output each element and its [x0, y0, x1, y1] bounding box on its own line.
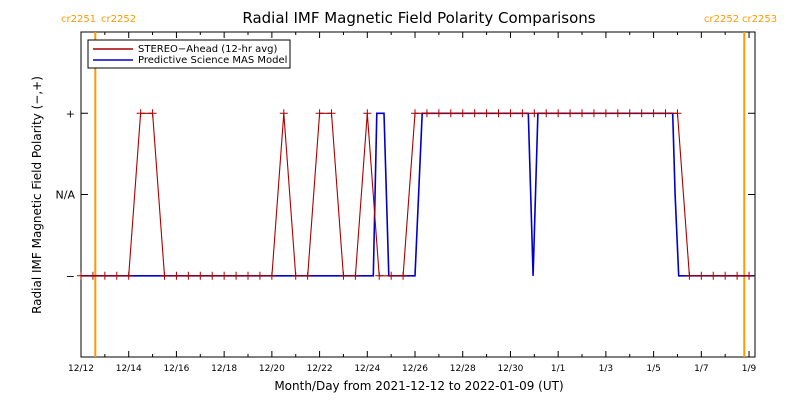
data-point-marker [351, 271, 360, 280]
data-point-marker [148, 109, 157, 118]
cr-label-2-left: cr2252 [704, 14, 739, 25]
data-point-marker [637, 109, 646, 118]
x-tick-label: 12/30 [497, 364, 523, 374]
data-point-marker [112, 271, 121, 280]
y-tick-label: N/A [56, 189, 76, 202]
data-point-marker [601, 109, 610, 118]
data-point-marker [387, 271, 396, 280]
data-point-marker [184, 271, 193, 280]
data-point-marker [458, 109, 467, 118]
data-point-marker [100, 271, 109, 280]
carrington-lines [94, 32, 746, 357]
data-point-marker [649, 109, 658, 118]
data-point-marker [363, 109, 372, 118]
data-point-marker [745, 271, 754, 280]
data-point-marker [77, 271, 85, 280]
data-point-marker [208, 271, 217, 280]
x-tick-label: 1/5 [646, 364, 660, 374]
data-point-marker [279, 109, 288, 118]
data-point-marker [494, 109, 503, 118]
y-axis-label: Radial IMF Magnetic Field Polarity (−,+) [30, 76, 44, 314]
data-point-marker [673, 109, 682, 118]
data-point-marker [434, 109, 443, 118]
series-line-stereo [81, 112, 749, 277]
data-point-marker [482, 109, 491, 118]
legend-label-stereo: STEREO−Ahead (12-hr avg) [138, 44, 278, 55]
data-point-marker [315, 109, 324, 118]
cr-label-2-right: cr2253 [742, 14, 777, 25]
data-point-marker [506, 109, 515, 118]
data-point-marker [625, 109, 634, 118]
data-point-marker [375, 271, 384, 280]
data-point-marker [399, 271, 408, 280]
x-tick-label: 12/12 [68, 364, 94, 374]
y-axis-ticks: + N/A − [56, 107, 755, 283]
data-point-marker [709, 271, 718, 280]
y-tick-label: + [66, 107, 75, 120]
legend-box [87, 39, 291, 69]
data-point-marker [411, 109, 420, 118]
x-tick-label: 12/26 [402, 364, 428, 374]
data-point-marker [303, 271, 312, 280]
series-layer [77, 109, 754, 280]
y-tick-label: − [66, 270, 75, 283]
data-point-marker [554, 109, 563, 118]
data-point-marker [733, 271, 742, 280]
data-point-marker [339, 271, 348, 280]
data-point-marker [160, 271, 169, 280]
x-tick-label: 12/14 [116, 364, 142, 374]
chart-title: Radial IMF Magnetic Field Polarity Compa… [242, 9, 595, 27]
x-tick-label: 12/24 [354, 364, 380, 374]
x-tick-label: 1/1 [551, 364, 565, 374]
data-point-marker [613, 109, 622, 118]
series-line-model [81, 112, 754, 277]
data-point-marker [136, 109, 145, 118]
data-point-marker [124, 271, 133, 280]
data-point-marker [244, 271, 253, 280]
data-point-marker [232, 271, 241, 280]
data-point-marker [661, 109, 670, 118]
data-point-marker [542, 109, 551, 118]
data-point-marker [172, 271, 181, 280]
data-point-marker [578, 109, 587, 118]
cr-label-1-left: cr2251 [61, 14, 96, 25]
x-axis-ticks: 12/12 12/14 12/16 12/18 12/20 12/22 12/24 12/26… [68, 32, 757, 374]
x-tick-label: 12/18 [211, 364, 237, 374]
x-tick-label: 12/16 [163, 364, 189, 374]
data-point-marker [267, 271, 276, 280]
data-point-marker [196, 271, 205, 280]
x-tick-label: 1/9 [742, 364, 757, 374]
data-point-marker [470, 109, 479, 118]
data-point-marker [291, 271, 300, 280]
legend: STEREO−Ahead (12-hr avg) Predictive Scie… [87, 39, 291, 69]
data-point-marker [721, 271, 730, 280]
x-tick-label: 1/7 [694, 364, 708, 374]
x-tick-label: 12/20 [259, 364, 285, 374]
data-point-marker [697, 271, 706, 280]
data-point-marker [88, 271, 97, 280]
cr-label-1-right: cr2252 [101, 14, 136, 25]
data-point-marker [446, 109, 455, 118]
x-tick-label: 12/28 [450, 364, 476, 374]
data-point-marker [685, 271, 694, 280]
legend-label-model: Predictive Science MAS Model [138, 55, 287, 66]
data-point-marker [327, 109, 336, 118]
x-axis-label: Month/Day from 2021-12-12 to 2022-01-09 … [274, 379, 563, 393]
data-point-marker [530, 109, 539, 118]
data-point-marker [422, 109, 431, 118]
data-point-marker [566, 109, 575, 118]
cr-label-group: cr2251 cr2252 cr2252 cr2253 [61, 14, 777, 25]
x-tick-label: 1/3 [599, 364, 613, 374]
data-point-marker [518, 109, 527, 118]
x-tick-label: 12/22 [307, 364, 333, 374]
data-point-marker [220, 271, 229, 280]
data-point-marker [589, 109, 598, 118]
data-point-marker [255, 271, 264, 280]
